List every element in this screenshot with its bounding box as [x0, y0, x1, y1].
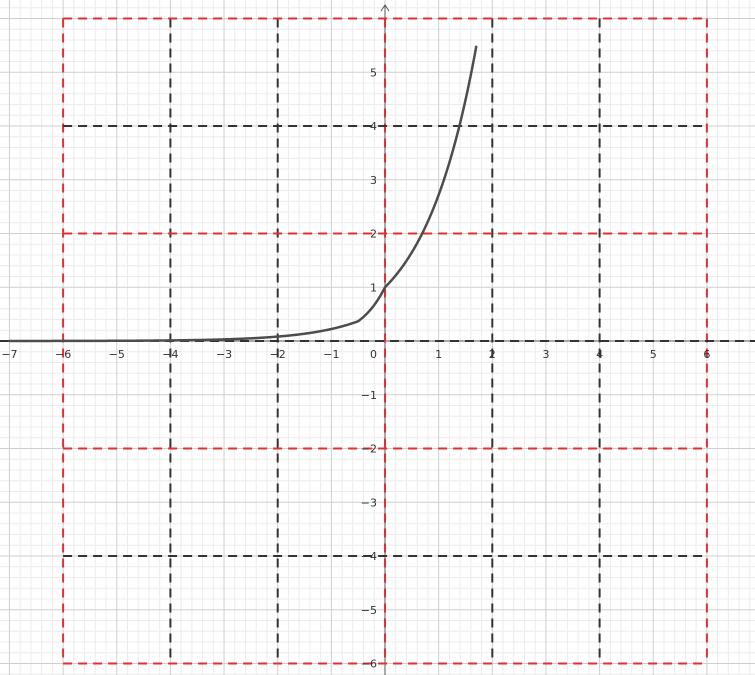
exponential-curve — [8, 45, 478, 343]
tick-labels: −7 −6 −5 −4 −3 −2 −1 1 2 3 4 5 6 5 4 3 2 1 −1 −2 −3 −4 −5 −6 0 — [1, 66, 710, 670]
reference-lines — [0, 17, 755, 665]
x-tick-label: −3 — [216, 348, 232, 361]
y-tick-label: 1 — [370, 281, 377, 294]
x-tick-label: −7 — [1, 348, 17, 361]
y-tick-label: 3 — [370, 174, 377, 187]
x-tick-label: −6 — [55, 348, 71, 361]
x-tick-label: −2 — [270, 348, 286, 361]
origin-label: 0 — [370, 348, 377, 361]
x-tick-label: 6 — [703, 348, 710, 361]
x-tick-label: 5 — [650, 348, 657, 361]
y-tick-label: −4 — [361, 550, 377, 563]
x-tick-label: 2 — [489, 348, 496, 361]
y-tick-label: −3 — [361, 496, 377, 509]
y-tick-label: 5 — [370, 66, 377, 79]
x-tick-label: −1 — [323, 348, 339, 361]
x-tick-label: −5 — [109, 348, 125, 361]
y-tick-label: −1 — [361, 389, 377, 402]
y-tick-label: 4 — [370, 120, 377, 133]
x-tick-label: 1 — [435, 348, 442, 361]
y-tick-label: −6 — [361, 658, 377, 671]
y-tick-label: −5 — [361, 604, 377, 617]
x-tick-label: −4 — [162, 348, 178, 361]
x-tick-label: 3 — [542, 348, 549, 361]
x-tick-label: 4 — [596, 348, 603, 361]
y-axis-arrow-icon — [380, 4, 390, 12]
y-tick-label: −2 — [361, 443, 377, 456]
y-tick-label: 2 — [370, 228, 377, 241]
